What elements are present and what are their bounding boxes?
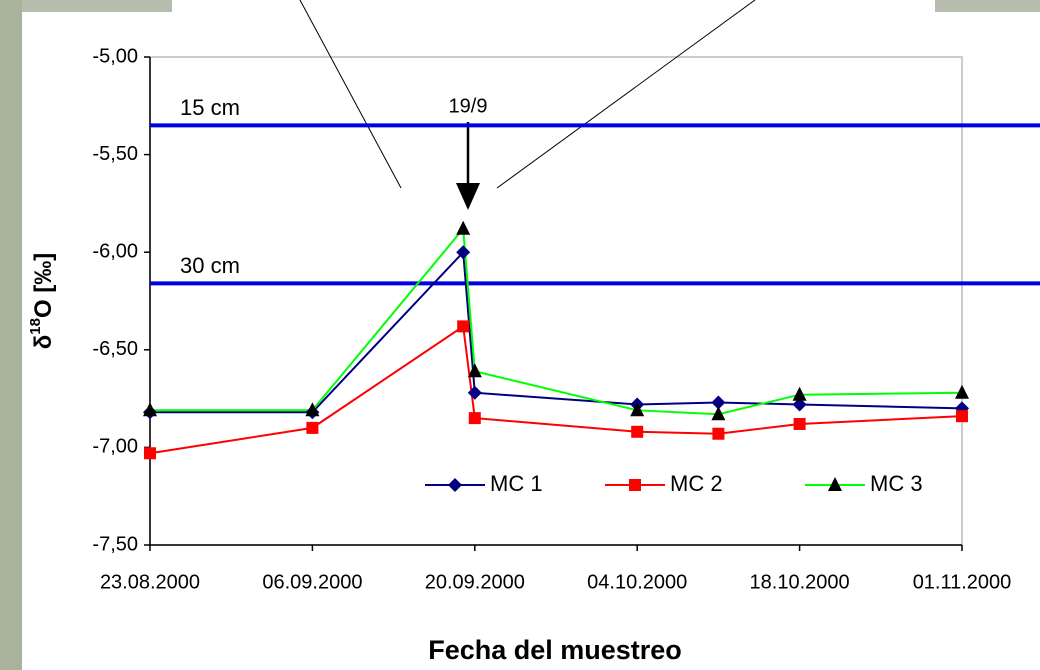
background [22, 0, 1040, 670]
y-tick-label: -7,50 [92, 533, 138, 555]
reference-label: 15 cm [180, 95, 240, 120]
y-tick-label: -6,00 [92, 240, 138, 262]
y-tick-label: -5,00 [92, 45, 138, 67]
y-label-sup: 18 [27, 318, 44, 335]
x-tick-label: 23.08.2000 [100, 571, 200, 593]
y-tick-label: -6,50 [92, 338, 138, 360]
legend-label: MC 2 [670, 471, 723, 496]
y-label-part: δ [30, 335, 57, 350]
y-label-part: O [‰] [30, 253, 57, 318]
legend-label: MC 1 [490, 471, 543, 496]
x-tick-label: 01.11.2000 [913, 571, 1012, 593]
y-axis-label: δ18O [‰] [27, 253, 57, 350]
x-tick-label: 06.09.2000 [262, 571, 362, 593]
x-tick-label: 18.10.2000 [750, 571, 850, 593]
y-tick-label: -5,50 [92, 143, 138, 165]
x-axis-label: Fecha del muestreo [428, 635, 682, 665]
marker [469, 412, 481, 424]
marker [457, 320, 469, 332]
legend-label: MC 3 [870, 471, 923, 496]
reference-label: 30 cm [180, 253, 240, 278]
marker [629, 479, 641, 491]
x-tick-label: 20.09.2000 [425, 571, 525, 593]
annotation: 19/9 [449, 95, 488, 117]
texture-strip [0, 0, 22, 670]
marker [712, 428, 724, 440]
y-tick-label: -7,00 [92, 436, 138, 458]
marker [306, 422, 318, 434]
marker [144, 447, 156, 459]
marker [631, 426, 643, 438]
texture-corner [22, 0, 172, 12]
texture-corner [935, 0, 1040, 12]
marker [794, 418, 806, 430]
chart: 19/9 Fecha del muestreo δ18O [‰] -5,00 -5… [0, 0, 1040, 670]
x-tick-label: 04.10.2000 [587, 571, 687, 593]
marker [956, 410, 968, 422]
